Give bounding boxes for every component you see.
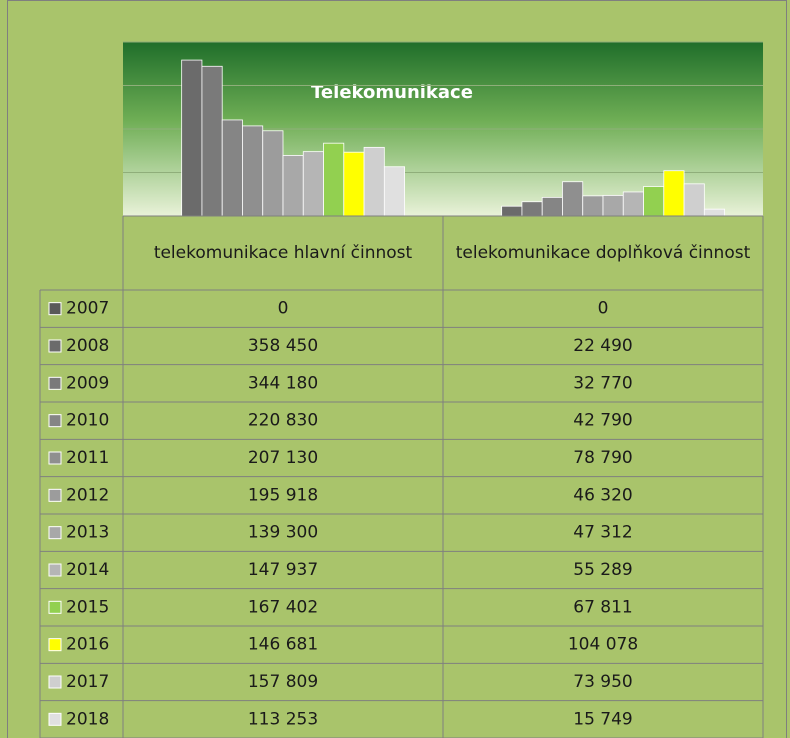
table-value: 157 809 — [248, 672, 318, 692]
table-value: 73 950 — [573, 672, 632, 692]
table-value: 344 180 — [248, 373, 318, 393]
bar — [622, 191, 644, 217]
bar — [383, 166, 406, 217]
legend-label: 2018 — [66, 709, 109, 729]
bar — [602, 195, 624, 217]
legend-key — [48, 638, 62, 652]
legend-label: 2017 — [66, 672, 109, 692]
table-value: 47 312 — [573, 523, 632, 543]
legend-label: 2007 — [66, 299, 109, 319]
legend-key — [48, 414, 62, 428]
legend-label: 2009 — [66, 373, 109, 393]
table-value: 46 320 — [573, 485, 632, 505]
legend-label: 2010 — [66, 411, 109, 431]
table-value: 146 681 — [248, 635, 318, 655]
table-value: 104 078 — [568, 635, 638, 655]
bar — [541, 196, 563, 217]
table-value: 113 253 — [248, 709, 318, 729]
table-header: telekomunikace hlavní činnost — [154, 243, 413, 263]
chart-title: Telekomunikace — [311, 82, 473, 103]
bar — [582, 195, 604, 217]
legend-label: 2012 — [66, 485, 109, 505]
bar — [262, 130, 284, 217]
bar — [521, 201, 543, 217]
legend-key — [48, 675, 62, 689]
legend-key — [48, 451, 62, 465]
bar — [221, 119, 243, 217]
bar — [282, 155, 304, 217]
table-value: 32 770 — [573, 373, 632, 393]
bar — [562, 181, 584, 217]
bar — [683, 183, 705, 217]
table-value: 42 790 — [573, 411, 632, 431]
table-value: 139 300 — [248, 523, 318, 543]
table-value: 22 490 — [573, 336, 632, 356]
bar — [242, 125, 264, 217]
bar — [501, 205, 523, 217]
table-value: 167 402 — [248, 597, 318, 617]
legend-key — [48, 712, 62, 726]
table-value: 0 — [598, 299, 609, 319]
legend-label: 2016 — [66, 635, 109, 655]
table-value: 0 — [278, 299, 289, 319]
legend-key — [48, 563, 62, 577]
bar — [703, 208, 725, 217]
bar — [302, 151, 324, 217]
legend-label: 2008 — [66, 336, 109, 356]
bar — [323, 142, 345, 217]
legend-label: 2013 — [66, 523, 109, 543]
table-value: 220 830 — [248, 411, 318, 431]
table-value: 78 790 — [573, 448, 632, 468]
table-header: telekomunikace doplňková činnost — [456, 243, 751, 263]
legend-key — [48, 376, 62, 390]
bar — [363, 146, 385, 217]
legend-key — [48, 526, 62, 540]
table-value: 147 937 — [248, 560, 318, 580]
table-value: 67 811 — [573, 597, 632, 617]
bar — [201, 65, 223, 217]
table-value: 15 749 — [573, 709, 632, 729]
table-value: 195 918 — [248, 485, 318, 505]
bar — [663, 170, 685, 217]
legend-key — [48, 488, 62, 502]
legend-key — [48, 339, 62, 353]
bar — [643, 186, 665, 217]
table-value: 207 130 — [248, 448, 318, 468]
table-value: 358 450 — [248, 336, 318, 356]
legend-label: 2011 — [66, 448, 109, 468]
bar — [343, 151, 365, 217]
table-value: 55 289 — [573, 560, 632, 580]
legend-label: 2014 — [66, 560, 109, 580]
frame — [7, 0, 787, 738]
legend-key — [48, 302, 62, 316]
bar — [181, 59, 203, 217]
legend-label: 2015 — [66, 597, 109, 617]
legend-key — [48, 600, 62, 614]
